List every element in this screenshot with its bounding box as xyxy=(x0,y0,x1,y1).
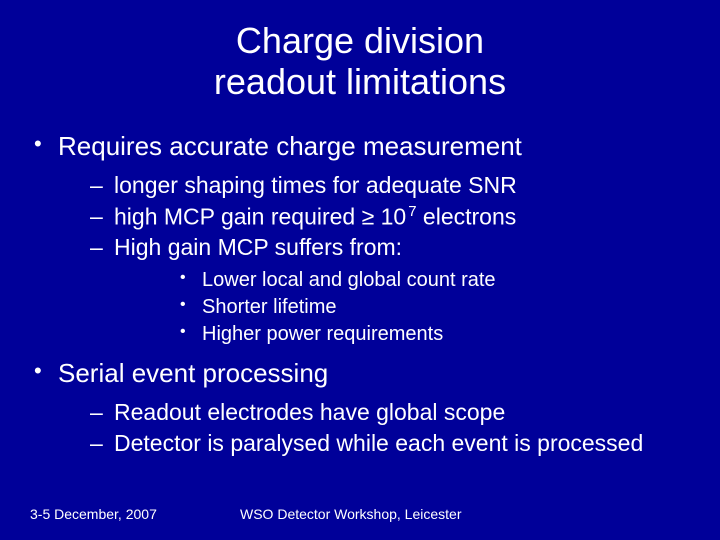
sub-bullet-text: Readout electrodes have global scope xyxy=(114,399,505,425)
sub-bullet-item: High gain MCP suffers from: Lower local … xyxy=(58,234,690,346)
sub-bullet-text: High gain MCP suffers from: xyxy=(114,234,402,260)
sub-bullet-item: Detector is paralysed while each event i… xyxy=(58,430,690,457)
bullet-item: Serial event processing Readout electrod… xyxy=(30,358,690,457)
sub-bullet-list: Readout electrodes have global scope Det… xyxy=(58,399,690,457)
title-line-2: readout limitations xyxy=(214,61,506,102)
sub-sub-bullet-text: Shorter lifetime xyxy=(202,296,337,318)
sub-bullet-text-suffix: electrons xyxy=(417,203,517,229)
sub-bullet-item: Readout electrodes have global scope xyxy=(58,399,690,426)
sub-bullet-text: longer shaping times for adequate SNR xyxy=(114,172,517,198)
sub-bullet-text-prefix: high MCP gain required ≥ 10 xyxy=(114,203,406,229)
slide-title: Charge division readout limitations xyxy=(30,20,690,103)
sub-sub-bullet-text: Higher power requirements xyxy=(202,323,443,345)
sub-sub-bullet-item: Higher power requirements xyxy=(114,323,690,346)
sub-sub-bullet-text: Lower local and global count rate xyxy=(202,269,496,291)
sub-bullet-text: Detector is paralysed while each event i… xyxy=(114,430,643,456)
footer-date: 3-5 December, 2007 xyxy=(30,506,240,522)
footer-venue: WSO Detector Workshop, Leicester xyxy=(240,506,690,522)
sub-bullet-item: longer shaping times for adequate SNR xyxy=(58,172,690,199)
sub-sub-bullet-list: Lower local and global count rate Shorte… xyxy=(114,269,690,346)
sub-bullet-list: longer shaping times for adequate SNR hi… xyxy=(58,172,690,347)
bullet-text: Requires accurate charge measurement xyxy=(58,131,522,161)
slide: Charge division readout limitations Requ… xyxy=(0,0,720,540)
sub-bullet-item: high MCP gain required ≥ 107 electrons xyxy=(58,203,690,231)
bullet-list: Requires accurate charge measurement lon… xyxy=(30,131,690,458)
title-line-1: Charge division xyxy=(236,20,484,61)
superscript: 7 xyxy=(406,203,416,220)
bullet-text: Serial event processing xyxy=(58,358,328,388)
sub-sub-bullet-item: Lower local and global count rate xyxy=(114,269,690,292)
footer: 3-5 December, 2007 WSO Detector Workshop… xyxy=(30,506,690,522)
sub-sub-bullet-item: Shorter lifetime xyxy=(114,296,690,319)
bullet-item: Requires accurate charge measurement lon… xyxy=(30,131,690,347)
